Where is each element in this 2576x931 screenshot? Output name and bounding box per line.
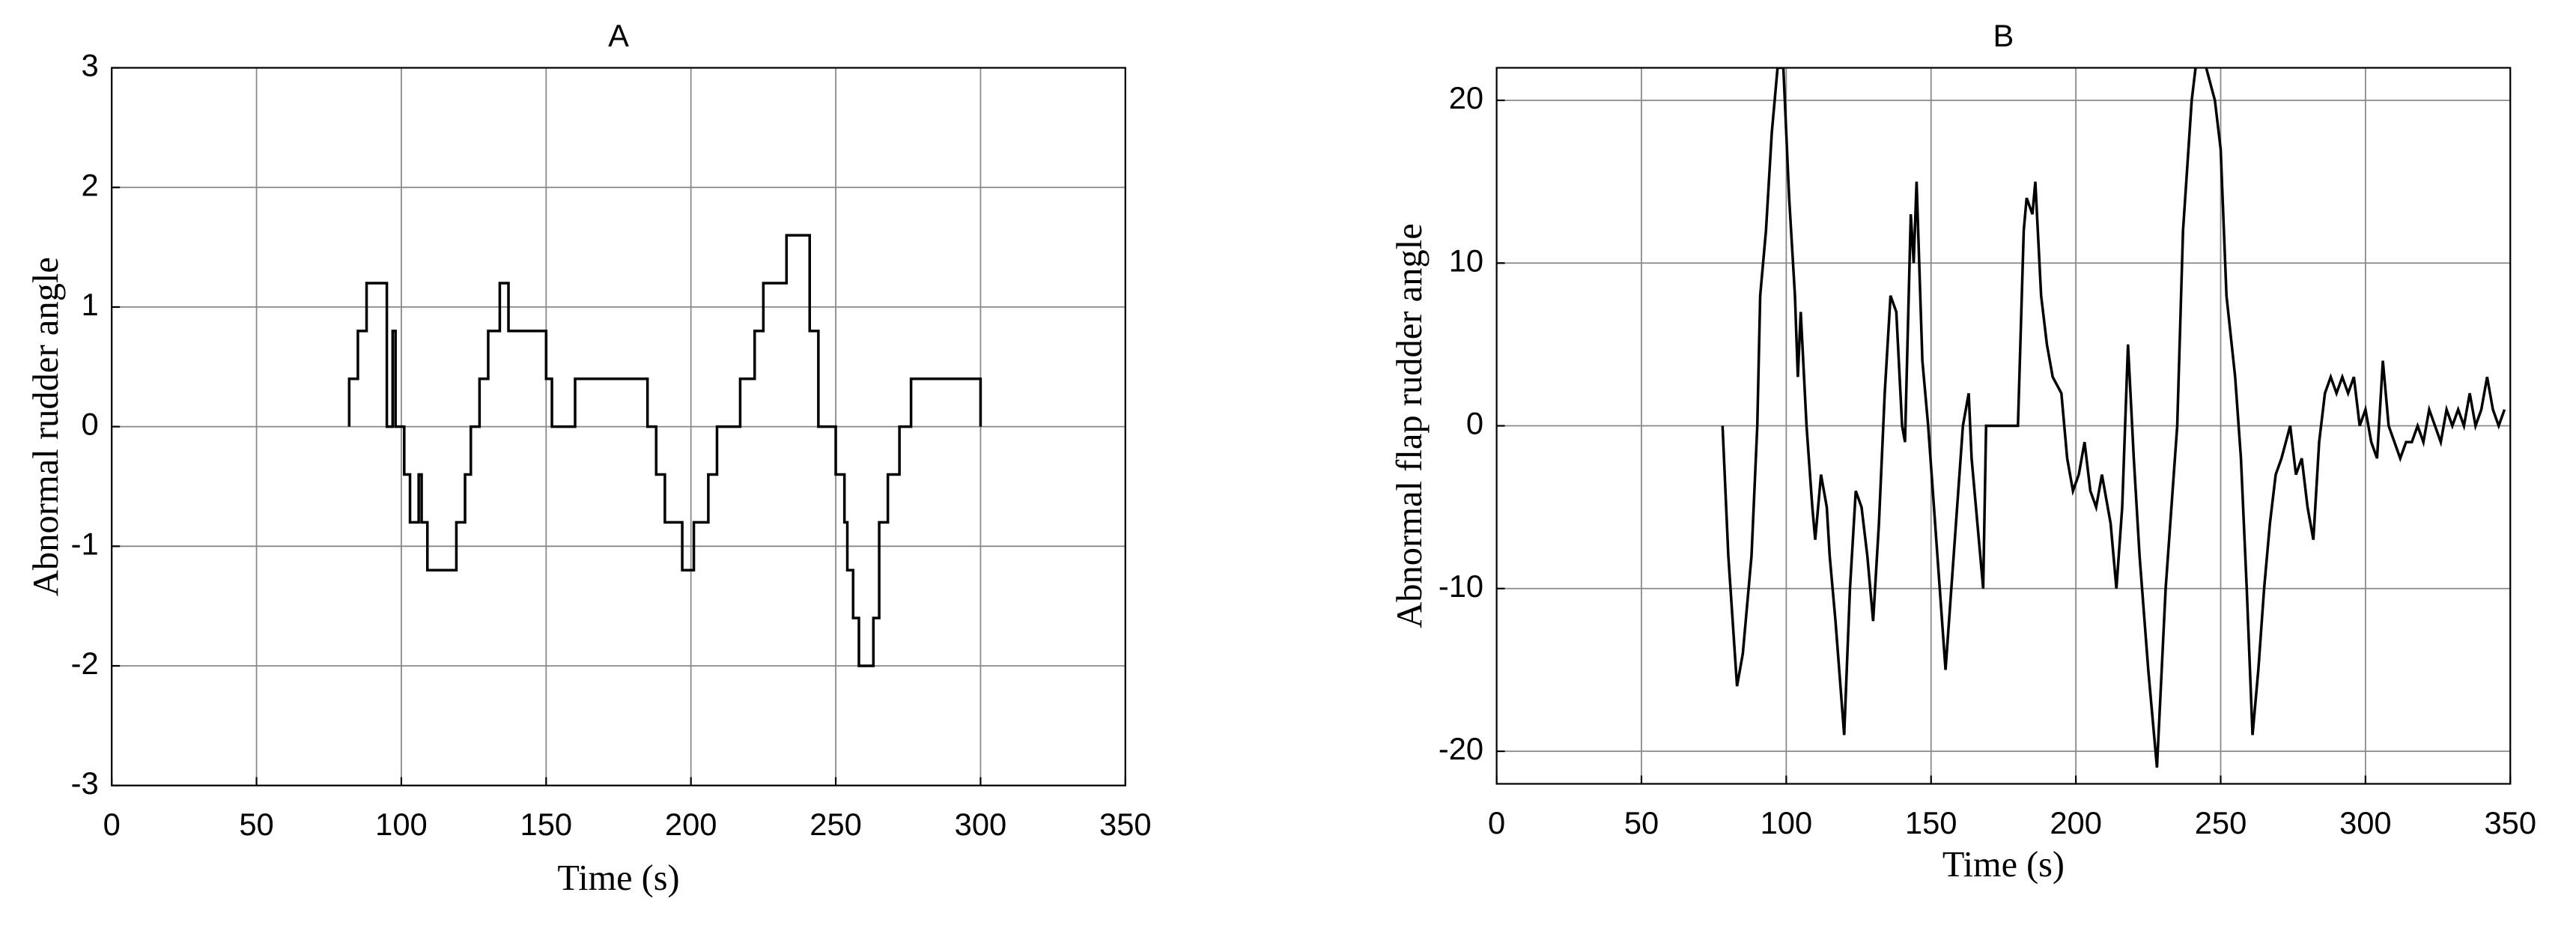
x-tick-label: 50 [239, 807, 273, 842]
y-tick-label: 3 [81, 47, 98, 82]
plot-frame [1495, 67, 2512, 785]
x-axis-label: Time (s) [557, 858, 679, 898]
x-tick-label: 0 [1488, 805, 1505, 840]
y-axis-label: Abnormal flap rudder angle [1390, 223, 1430, 628]
y-tick-label: 2 [81, 167, 98, 202]
y-tick-label: 1 [81, 287, 98, 322]
y-axis-label: Abnormal rudder angle [26, 257, 66, 596]
chart-title: A [608, 18, 629, 53]
y-tick-label: 20 [1449, 80, 1483, 115]
x-axis-label: Time (s) [1942, 845, 2065, 885]
data-line [347, 234, 982, 667]
x-tick-label: 300 [955, 807, 1007, 842]
x-tick-label: 150 [520, 807, 573, 842]
y-tick-label: -10 [1439, 568, 1483, 604]
y-tick-label: -3 [71, 765, 99, 801]
x-tick-label: 100 [375, 807, 428, 842]
y-tick-label: -1 [71, 526, 99, 561]
x-tick-label: 250 [2195, 805, 2247, 840]
x-tick-label: 200 [665, 807, 717, 842]
x-tick-label: 50 [1624, 805, 1659, 840]
chart-title: B [1993, 18, 2014, 53]
y-tick-label: 10 [1449, 243, 1483, 278]
x-tick-label: 350 [2484, 805, 2536, 840]
x-tick-label: 350 [1099, 807, 1152, 842]
x-tick-label: 250 [809, 807, 862, 842]
y-tick-label: 0 [1466, 405, 1483, 440]
x-tick-label: 300 [2339, 805, 2392, 840]
y-tick-label: 0 [81, 407, 98, 442]
y-tick-label: -20 [1439, 731, 1483, 766]
x-tick-label: 200 [2050, 805, 2102, 840]
data-line [1721, 67, 2506, 768]
x-tick-label: 100 [1761, 805, 1813, 840]
y-tick-label: -2 [71, 646, 99, 681]
x-tick-label: 0 [103, 807, 121, 842]
plot-frame [111, 67, 1126, 786]
x-tick-label: 150 [1905, 805, 1957, 840]
